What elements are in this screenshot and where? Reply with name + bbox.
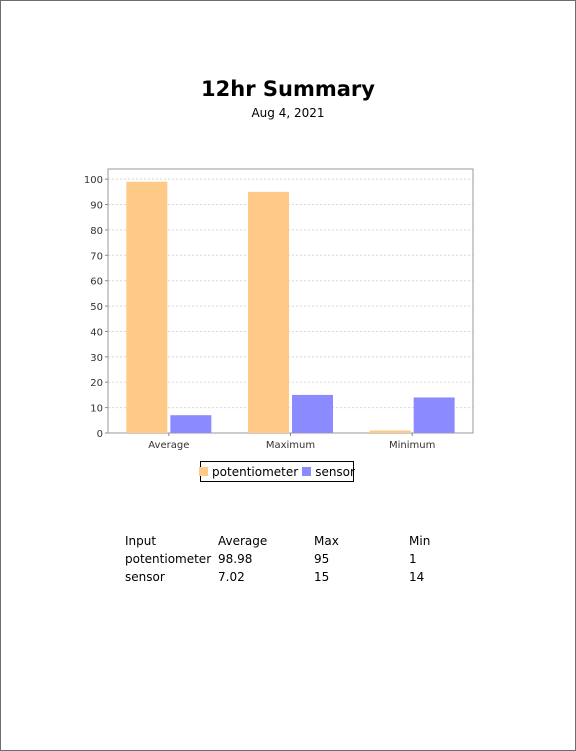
header-average: Average [218,534,268,548]
cell-average: 7.02 [218,570,245,584]
x-tick-label: Minimum [389,440,435,451]
y-tick-label: 10 [90,404,103,415]
legend-label-sensor: sensor [315,464,355,479]
report-date: Aug 4, 2021 [251,106,325,120]
x-tick-label: Maximum [266,440,315,451]
cell-max: 95 [314,552,330,566]
y-tick-label: 30 [90,353,103,364]
y-tick-label: 0 [97,429,103,440]
legend-item-potentiometer: potentiometer [199,465,298,479]
bar-sensor-maximum [292,394,333,433]
summary-table: Input Average Max Min potentiometer 98.9… [125,532,449,586]
cell-min: 1 [409,552,417,566]
cell-max: 15 [314,570,330,584]
y-tick-label: 40 [90,327,103,338]
legend-label-potentiometer: potentiometer [212,464,299,479]
bar-chart: 0 10 20 30 40 50 60 70 80 90 100 Average Maximum Mini… [84,168,474,451]
table-row: potentiometer 98.98 95 1 [125,550,449,568]
header-max: Max [314,534,339,548]
legend-swatch-sensor [302,467,312,476]
bar-potentiometer-average [126,181,168,433]
bar-potentiometer-minimum [369,430,411,433]
y-tick-label: 60 [90,277,103,288]
chart-legend: potentiometer sensor [199,461,355,482]
y-tick-label: 100 [84,175,103,186]
header-min: Min [409,534,431,548]
cell-average: 98.98 [218,552,253,566]
bar-potentiometer-maximum [248,191,289,433]
header-input: Input [125,534,157,548]
cell-min: 14 [409,570,425,584]
legend-item-sensor: sensor [302,465,355,479]
legend-swatch-potentiometer [199,467,209,476]
table-row: sensor 7.02 15 14 [125,568,449,586]
cell-input: sensor [125,570,165,584]
bar-sensor-average [170,415,212,433]
bar-sensor-minimum [413,397,455,433]
report-title: 12hr Summary [201,77,375,101]
y-tick-label: 50 [90,302,103,313]
y-tick-label: 80 [90,226,103,237]
cell-input: potentiometer [125,552,212,566]
y-tick-label: 70 [90,251,103,262]
y-tick-label: 90 [90,201,103,212]
table-header-row: Input Average Max Min [125,532,449,550]
plot-area [108,169,473,433]
x-tick-label: Average [148,440,189,451]
y-tick-label: 20 [90,378,103,389]
